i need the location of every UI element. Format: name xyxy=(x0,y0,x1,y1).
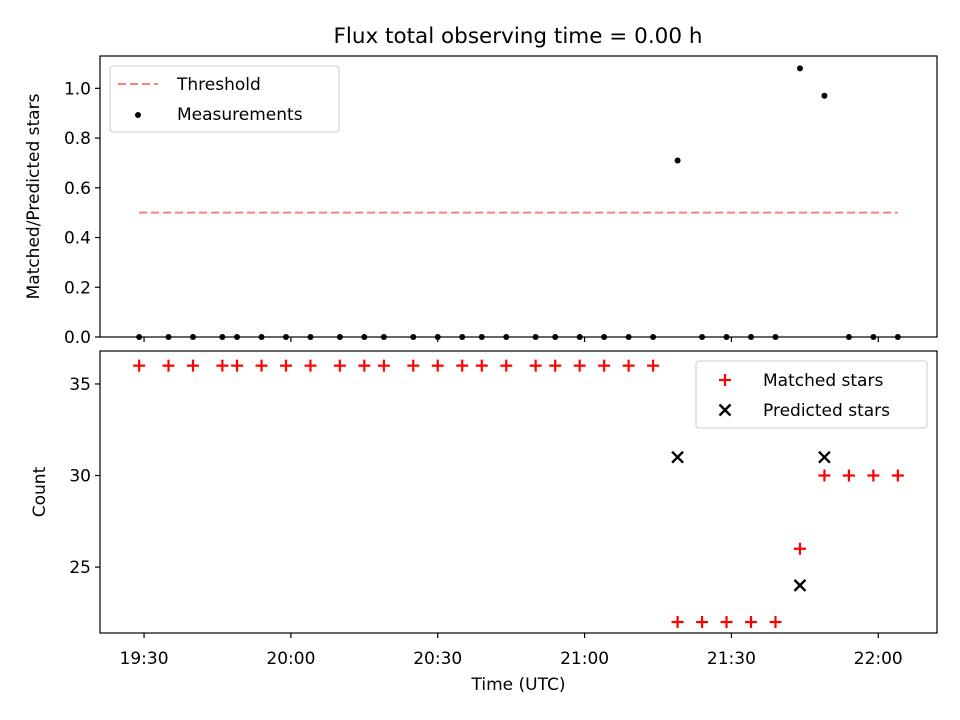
legend-matched-label: Matched stars xyxy=(763,371,883,391)
matched-star-point xyxy=(500,359,513,372)
bottom-legend-box xyxy=(695,360,928,429)
legend-predicted-label: Predicted stars xyxy=(763,401,890,421)
top-panel: 0.0 0.2 0.4 0.6 0.8 1.0 Matched/Predicted star… xyxy=(24,55,938,348)
matched-star-point xyxy=(358,359,371,372)
x-stroke-b xyxy=(818,450,831,464)
measurement-point xyxy=(674,157,681,164)
predicted-star-point xyxy=(818,450,831,464)
x-tick-label: 21:30 xyxy=(707,649,756,669)
predicted-star-point xyxy=(671,450,684,464)
x-stroke-b xyxy=(671,450,684,464)
matched-star-point xyxy=(720,616,733,629)
matched-star-point xyxy=(216,359,229,372)
x-tick-label: 20:30 xyxy=(413,649,462,669)
matched-star-point xyxy=(573,359,586,372)
matched-star-point xyxy=(187,359,199,372)
bottom-y-axis-label: Count xyxy=(30,466,50,517)
x-tick-label: 21:00 xyxy=(560,649,609,669)
matched-star-point xyxy=(133,359,146,372)
matched-star-point xyxy=(891,469,904,482)
top-legend-box xyxy=(109,65,340,133)
matched-star-point xyxy=(622,359,635,372)
y-tick-label: 0.8 xyxy=(64,129,91,149)
legend-measurement-swatch xyxy=(135,112,141,118)
x-tick-label: 19:30 xyxy=(120,649,169,669)
matched-star-point xyxy=(407,359,420,372)
matched-star-point xyxy=(431,359,444,372)
matched-star-point xyxy=(255,359,268,372)
matched-star-point xyxy=(162,359,175,372)
matched-star-point xyxy=(333,359,346,372)
matched-star-point xyxy=(549,359,562,372)
y-tick-label: 1.0 xyxy=(64,79,91,99)
measurement-point xyxy=(796,65,803,72)
legend-threshold-label: Threshold xyxy=(176,75,261,95)
matched-star-point xyxy=(456,359,469,372)
matched-star-point xyxy=(280,359,292,372)
top-axes-frame xyxy=(99,55,938,338)
x-tick-label: 22:00 xyxy=(854,649,903,669)
y-tick-label: 30 xyxy=(69,467,91,487)
matched-star-point xyxy=(475,359,488,372)
legend-measurement-label: Measurements xyxy=(177,105,303,125)
bottom-axes-frame xyxy=(99,350,938,634)
y-tick-label: 0.6 xyxy=(64,179,91,199)
matched-star-point xyxy=(647,359,660,372)
x-tick-label: 20:00 xyxy=(266,649,315,669)
measurement-point xyxy=(821,92,828,99)
legend-predicted-swatch-b xyxy=(718,403,732,417)
y-tick-label: 0.0 xyxy=(64,328,91,348)
figure-title: Flux total observing time = 0.00 h xyxy=(334,24,703,49)
matched-star-point xyxy=(598,359,611,372)
matched-star-point xyxy=(818,469,831,482)
matched-star-point xyxy=(231,359,244,372)
matched-star-point xyxy=(745,616,757,629)
x-stroke-b xyxy=(793,579,807,592)
matched-star-point xyxy=(696,616,709,629)
matched-star-point xyxy=(793,542,806,555)
bottom-panel: 25 30 35 19:30 20:00 20:30 21:00 21:30 22:00 Time… xyxy=(30,350,938,695)
bottom-legend: Matched stars Predicted stars xyxy=(695,360,928,429)
matched-star-point xyxy=(769,616,782,629)
y-tick-label: 0.4 xyxy=(64,229,91,249)
matched-star-point xyxy=(529,359,542,372)
y-tick-label: 35 xyxy=(69,375,91,395)
matched-star-point xyxy=(867,469,880,482)
x-axis-label: Time (UTC) xyxy=(471,675,566,695)
matched-star-point xyxy=(377,359,390,372)
top-y-axis-label: Matched/Predicted stars xyxy=(24,93,44,299)
matched-star-point xyxy=(842,469,855,482)
predicted-star-point xyxy=(793,579,807,592)
matched-star-point xyxy=(671,616,684,629)
matched-star-point xyxy=(304,359,317,372)
y-tick-label: 0.2 xyxy=(64,278,91,298)
top-legend: Threshold Measurements xyxy=(109,65,340,133)
y-tick-label: 25 xyxy=(69,558,91,578)
